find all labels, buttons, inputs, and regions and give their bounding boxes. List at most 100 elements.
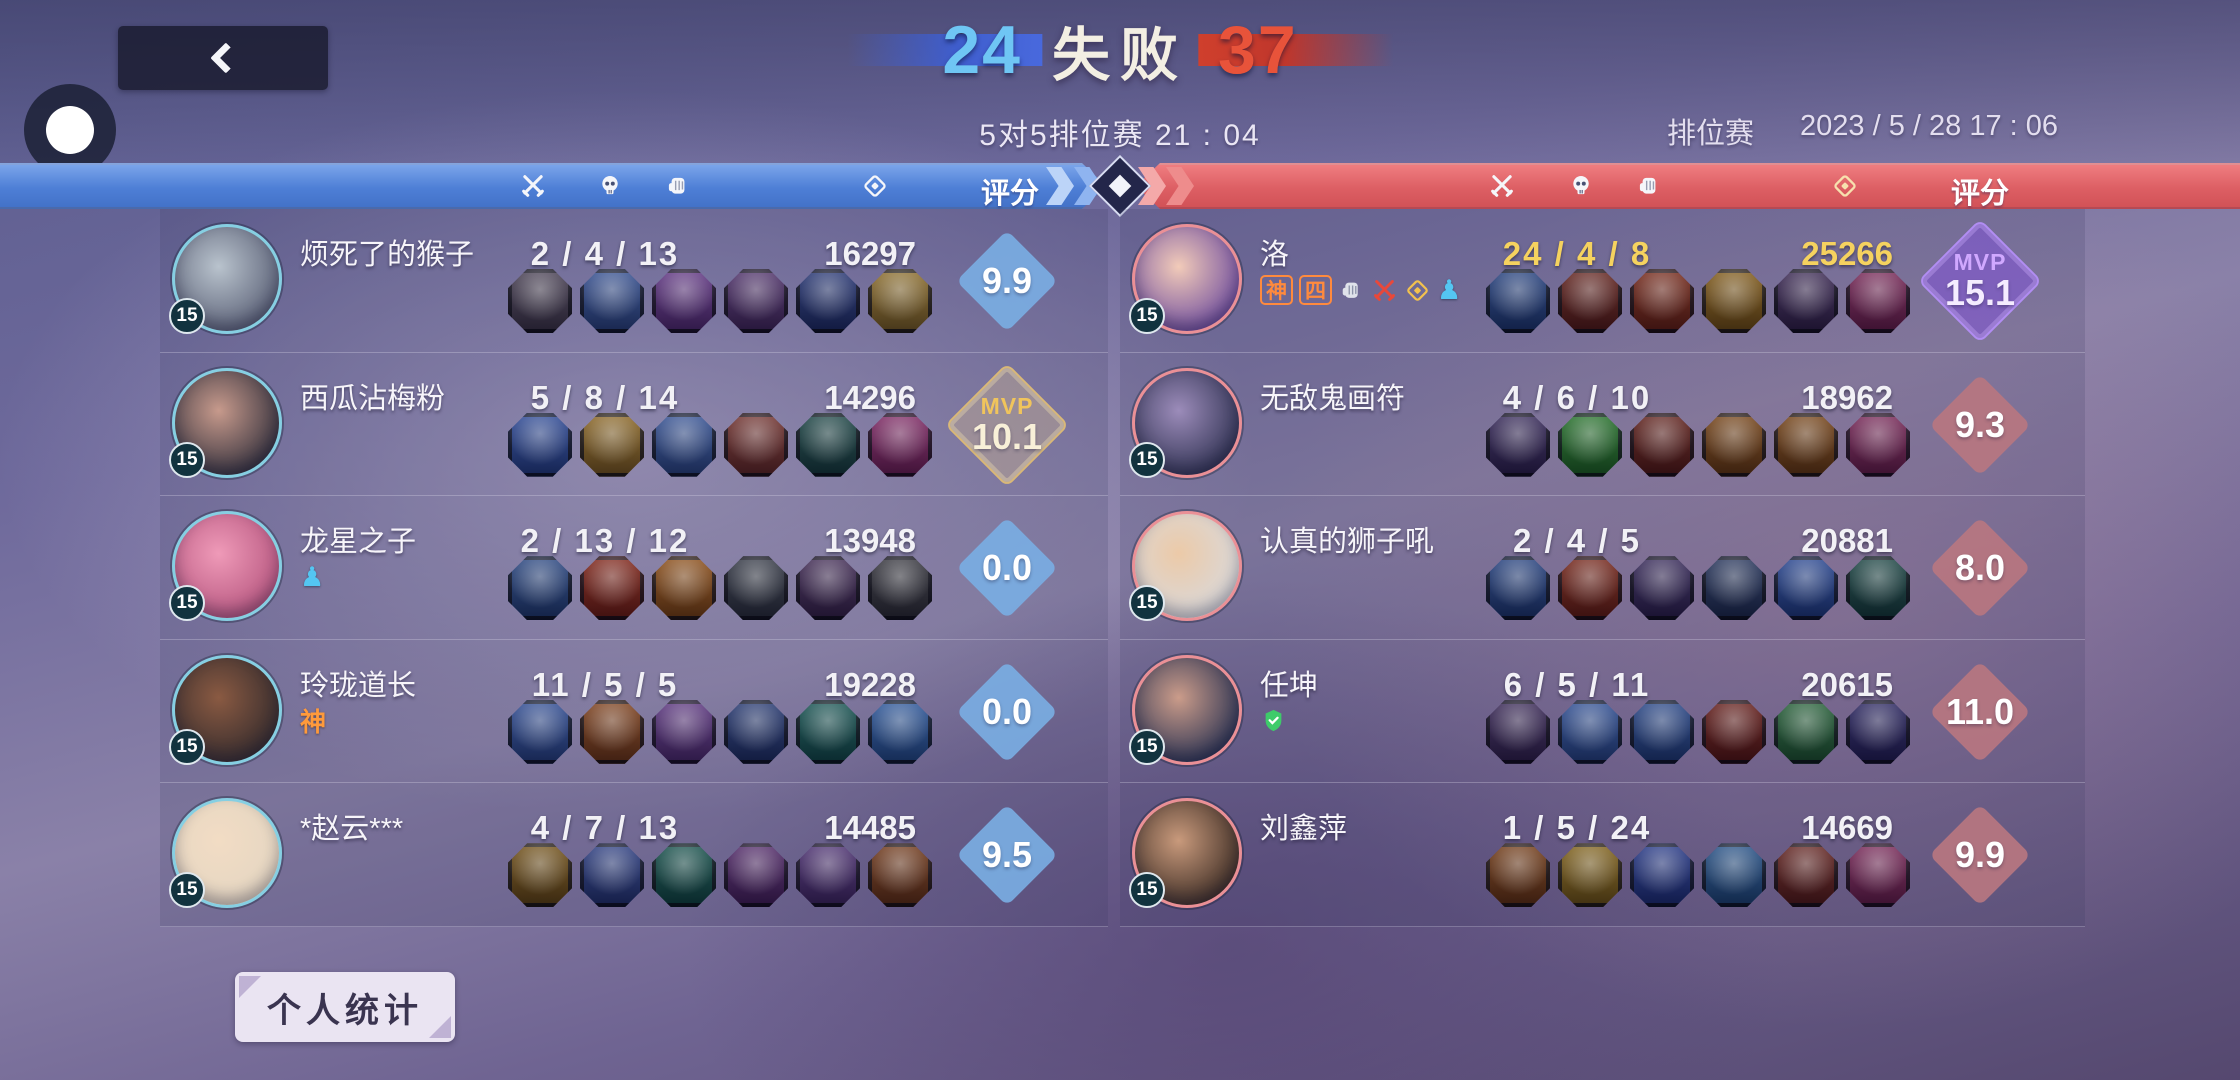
item-icon[interactable] bbox=[1846, 556, 1910, 621]
item-icon[interactable] bbox=[1702, 843, 1766, 908]
item-icon[interactable] bbox=[1702, 556, 1766, 621]
player-row[interactable]: 15 任坤 6 / 5 / 11 20615 11.0 bbox=[1120, 640, 2085, 784]
item-icon[interactable] bbox=[508, 269, 572, 333]
player-row[interactable]: 15 刘鑫萍 1 / 5 / 24 14669 9.9 bbox=[1120, 783, 2085, 927]
assists-fist-icon bbox=[664, 172, 692, 200]
item-icon[interactable] bbox=[1702, 412, 1766, 477]
item-icon[interactable] bbox=[1486, 556, 1550, 621]
item-icon[interactable] bbox=[1774, 843, 1838, 908]
level-badge: 15 bbox=[169, 585, 205, 622]
item-icon[interactable] bbox=[1774, 412, 1838, 477]
item-icon[interactable] bbox=[724, 412, 788, 477]
kda-value: 2 / 4 / 5 bbox=[1512, 522, 1642, 560]
item-icon[interactable] bbox=[1486, 412, 1550, 477]
item-icon[interactable] bbox=[1486, 699, 1550, 764]
item-icon[interactable] bbox=[868, 556, 932, 621]
item-icon[interactable] bbox=[652, 843, 716, 908]
gold-coin-icon bbox=[1404, 277, 1431, 304]
avatar[interactable]: 15 bbox=[169, 511, 282, 622]
item-icon[interactable] bbox=[1702, 699, 1766, 764]
avatar[interactable]: 15 bbox=[1129, 798, 1242, 909]
item-icon[interactable] bbox=[1846, 269, 1910, 333]
item-icon[interactable] bbox=[724, 699, 788, 764]
item-icon[interactable] bbox=[652, 412, 716, 477]
item-icon[interactable] bbox=[1558, 699, 1622, 764]
item-icon[interactable] bbox=[796, 556, 860, 621]
item-icon[interactable] bbox=[1630, 269, 1694, 333]
item-icon[interactable] bbox=[868, 269, 932, 333]
item-icon[interactable] bbox=[724, 556, 788, 621]
assistive-button[interactable] bbox=[24, 84, 116, 176]
item-icon[interactable] bbox=[1486, 843, 1550, 908]
item-icon[interactable] bbox=[1630, 843, 1694, 908]
rating-badge: 9.9 bbox=[1929, 804, 2031, 907]
item-icon[interactable] bbox=[1774, 556, 1838, 621]
gold-value: 14485 bbox=[824, 809, 916, 847]
item-icon[interactable] bbox=[652, 699, 716, 764]
item-icon[interactable] bbox=[1558, 269, 1622, 333]
avatar[interactable]: 15 bbox=[1129, 511, 1242, 622]
player-row[interactable]: 15 西瓜沾梅粉 5 / 8 / 14 14296 MVP 10.1 bbox=[160, 353, 1108, 497]
avatar[interactable]: 15 bbox=[169, 224, 282, 334]
item-icon[interactable] bbox=[1630, 556, 1694, 621]
item-icon[interactable] bbox=[868, 843, 932, 908]
player-row[interactable]: 15 无敌鬼画符 4 / 6 / 10 18962 9.3 bbox=[1120, 353, 2085, 497]
item-icon[interactable] bbox=[508, 699, 572, 764]
item-icon[interactable] bbox=[508, 412, 572, 477]
player-row[interactable]: 15 认真的狮子吼 2 / 4 / 5 20881 8.0 bbox=[1120, 496, 2085, 640]
item-icon[interactable] bbox=[868, 699, 932, 764]
gold-value: 19228 bbox=[824, 665, 916, 703]
player-row[interactable]: 15 龙星之子 ♟ 2 / 13 / 12 13948 0.0 bbox=[160, 496, 1108, 640]
item-icon[interactable] bbox=[1846, 412, 1910, 477]
item-icon[interactable] bbox=[1630, 699, 1694, 764]
item-icon[interactable] bbox=[1774, 269, 1838, 333]
level-badge: 15 bbox=[1129, 585, 1165, 622]
avatar[interactable]: 15 bbox=[1129, 224, 1242, 334]
item-icon[interactable] bbox=[1486, 269, 1550, 333]
item-icon[interactable] bbox=[1558, 843, 1622, 908]
avatar[interactable]: 15 bbox=[1129, 654, 1242, 765]
item-icon[interactable] bbox=[580, 699, 644, 764]
result-label: 失败 bbox=[1051, 23, 1189, 88]
item-icon[interactable] bbox=[652, 556, 716, 621]
item-icon[interactable] bbox=[1774, 699, 1838, 764]
item-icon[interactable] bbox=[580, 843, 644, 908]
item-icon[interactable] bbox=[1630, 412, 1694, 477]
kills-swords-icon bbox=[519, 172, 547, 200]
item-icon[interactable] bbox=[796, 843, 860, 908]
rating-column-label: 评分 bbox=[980, 178, 1039, 210]
avatar[interactable]: 15 bbox=[169, 654, 282, 765]
item-icon[interactable] bbox=[1846, 843, 1910, 908]
player-row[interactable]: 15 洛 神四 ♟ 24 / 4 / 8 25266 MVP 15.1 bbox=[1120, 209, 2085, 353]
item-icon[interactable] bbox=[796, 269, 860, 333]
item-icon[interactable] bbox=[508, 556, 572, 621]
item-icon[interactable] bbox=[1558, 412, 1622, 477]
item-icon[interactable] bbox=[796, 699, 860, 764]
avatar[interactable]: 15 bbox=[1129, 367, 1242, 478]
match-meta: 排位赛 2023 / 5 / 28 17 : 06 bbox=[1667, 110, 2058, 152]
rating-column-label: 评分 bbox=[1950, 178, 2009, 210]
kda-value: 4 / 6 / 10 bbox=[1502, 378, 1652, 416]
item-icon[interactable] bbox=[868, 412, 932, 477]
item-icon[interactable] bbox=[1846, 699, 1910, 764]
player-row[interactable]: 15 *赵云*** 4 / 7 / 13 14485 9.5 bbox=[160, 783, 1108, 927]
player-badges: 神四 ♟ bbox=[1260, 273, 1461, 307]
back-button[interactable] bbox=[118, 26, 328, 90]
item-icon[interactable] bbox=[580, 412, 644, 477]
level-badge: 15 bbox=[169, 872, 205, 909]
item-icon[interactable] bbox=[724, 269, 788, 333]
item-icon[interactable] bbox=[580, 269, 644, 333]
item-icon[interactable] bbox=[1702, 269, 1766, 333]
item-icon[interactable] bbox=[652, 269, 716, 333]
item-icon[interactable] bbox=[1558, 556, 1622, 621]
personal-stats-button[interactable]: 个人统计 bbox=[235, 972, 455, 1042]
item-icon[interactable] bbox=[724, 843, 788, 908]
player-row[interactable]: 15 玲珑道长 神 11 / 5 / 5 19228 0.0 bbox=[160, 640, 1108, 784]
avatar[interactable]: 15 bbox=[169, 367, 282, 478]
player-row[interactable]: 15 烦死了的猴子 2 / 4 / 13 16297 9.9 bbox=[160, 209, 1108, 353]
kda-value: 4 / 7 / 13 bbox=[530, 809, 680, 847]
item-icon[interactable] bbox=[580, 556, 644, 621]
item-icon[interactable] bbox=[796, 412, 860, 477]
item-icon[interactable] bbox=[508, 843, 572, 908]
avatar[interactable]: 15 bbox=[169, 798, 282, 909]
